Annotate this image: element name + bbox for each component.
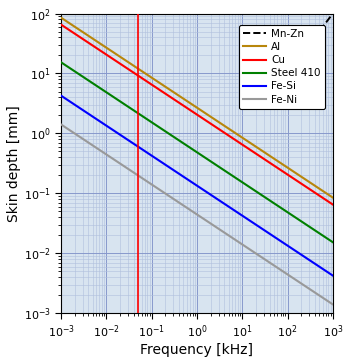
Line: Cu: Cu (61, 25, 333, 205)
Line: Al: Al (61, 18, 333, 198)
Fe-Ni (184, 205, 188, 209)
Fe-Ni (59, 122, 63, 127)
Fe-Si (323, 268, 327, 272)
Fe-Ni (323, 297, 327, 301)
Mn-Zn (305, 45, 309, 50)
Cu (331, 202, 335, 207)
Fe-Si (184, 176, 188, 181)
Line: Fe-Si: Fe-Si (61, 96, 333, 276)
Steel 410 (273, 202, 277, 206)
Cu (184, 105, 188, 110)
Mn-Zn (321, 24, 325, 28)
Fe-Si (73, 103, 77, 107)
Fe-Ni (73, 131, 77, 136)
Steel 410 (59, 60, 63, 64)
Fe-Si (323, 268, 327, 273)
Line: Steel 410: Steel 410 (61, 62, 333, 242)
Cu (323, 197, 327, 201)
Al (331, 195, 335, 200)
Cu (323, 197, 327, 202)
Fe-Si (59, 94, 63, 98)
Al (323, 190, 327, 194)
Steel 410 (73, 70, 77, 74)
Al (73, 25, 77, 29)
Fe-Ni (273, 264, 277, 268)
Mn-Zn (323, 21, 327, 26)
Mn-Zn (331, 11, 335, 16)
Steel 410 (323, 235, 327, 239)
Cu (191, 110, 195, 114)
Mn-Zn (299, 53, 303, 58)
Fe-Si (191, 181, 195, 185)
Fe-Ni (191, 210, 195, 214)
Cu (273, 164, 277, 169)
Fe-Ni (331, 302, 335, 306)
Cu (73, 32, 77, 36)
Mn-Zn (307, 42, 312, 47)
Steel 410 (184, 143, 188, 147)
Y-axis label: Skin depth [mm]: Skin depth [mm] (7, 105, 21, 222)
Fe-Ni (323, 297, 327, 301)
Al (184, 98, 188, 103)
Steel 410 (323, 235, 327, 239)
Line: Mn-Zn: Mn-Zn (301, 13, 333, 55)
Al (273, 157, 277, 162)
Legend: Mn-Zn, Al, Cu, Steel 410, Fe-Si, Fe-Ni: Mn-Zn, Al, Cu, Steel 410, Fe-Si, Fe-Ni (239, 25, 325, 109)
Fe-Si (331, 273, 335, 278)
X-axis label: Frequency [kHz]: Frequency [kHz] (140, 343, 253, 357)
Line: Fe-Ni: Fe-Ni (61, 124, 333, 304)
Steel 410 (191, 148, 195, 152)
Al (191, 103, 195, 107)
Fe-Si (273, 235, 277, 240)
Mn-Zn (317, 29, 322, 33)
Al (323, 190, 327, 194)
Steel 410 (331, 240, 335, 244)
Cu (59, 23, 63, 27)
Al (59, 16, 63, 20)
Mn-Zn (327, 16, 331, 20)
